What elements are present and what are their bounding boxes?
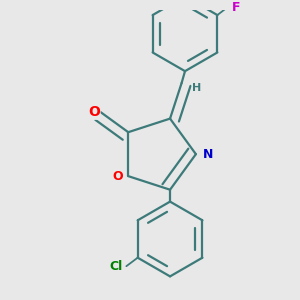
Text: H: H	[192, 83, 202, 93]
Text: N: N	[202, 148, 213, 161]
Text: Cl: Cl	[110, 260, 123, 273]
Text: O: O	[88, 105, 100, 119]
Text: F: F	[232, 1, 240, 14]
Text: O: O	[113, 169, 123, 183]
